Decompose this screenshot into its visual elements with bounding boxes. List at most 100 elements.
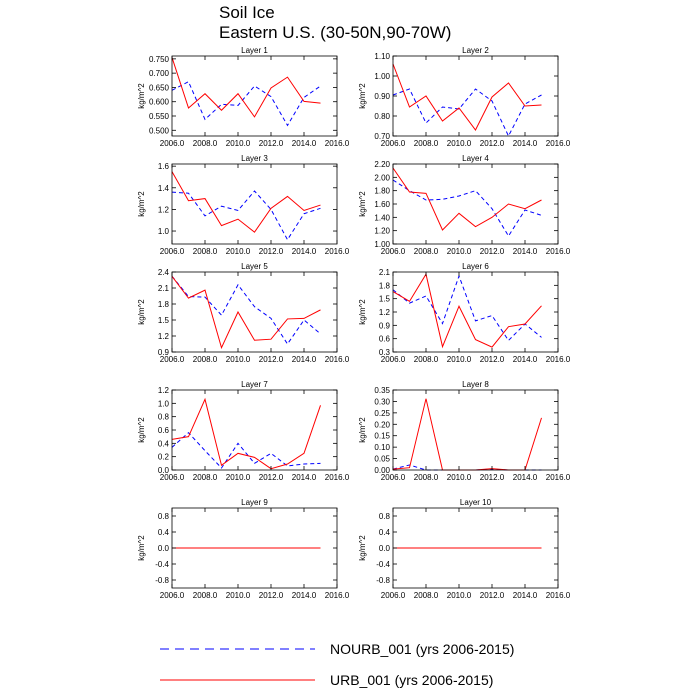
- x-tick-label: 2006.0: [160, 139, 185, 148]
- y-tick-label: 0.8: [158, 413, 170, 422]
- x-tick-label: 2006.0: [381, 591, 406, 600]
- y-tick-label: 1.5: [158, 316, 170, 325]
- panel-title: Layer 6: [462, 262, 489, 271]
- y-tick-label: 0.700: [149, 69, 170, 78]
- y-tick-label: 2.1: [158, 284, 170, 293]
- x-tick-label: 2010.0: [447, 591, 472, 600]
- series-line-urb: [392, 398, 542, 471]
- x-tick-label: 2006.0: [160, 473, 185, 482]
- x-tick-label: 2016.0: [325, 247, 350, 256]
- chart-panel-10: Layer 10 2006.0 2008.0 2010.0 2012.0 2014.0 20…: [358, 498, 571, 600]
- y-axis-label: kg/m^2: [358, 299, 367, 325]
- y-tick-label: 1.2: [379, 308, 391, 317]
- plot-frame: [171, 271, 338, 353]
- y-tick-label: 0.500: [149, 126, 170, 135]
- y-tick-label: 0.9: [158, 348, 170, 357]
- chart-panel-2: Layer 2 2006.0 2008.0 2010.0 2012.0 2014.0 201…: [358, 46, 571, 148]
- x-tick-label: 2016.0: [546, 591, 571, 600]
- y-tick-label: 0.650: [149, 83, 170, 92]
- x-tick-label: 2014.0: [292, 247, 317, 256]
- x-tick-label: 2016.0: [325, 473, 350, 482]
- x-tick-label: 2006.0: [160, 355, 185, 364]
- x-tick-label: 2006.0: [160, 247, 185, 256]
- y-tick-label: -0.8: [376, 576, 390, 585]
- series-line-nourb: [171, 431, 321, 469]
- x-tick-label: 2012.0: [480, 591, 505, 600]
- x-tick-label: 2010.0: [447, 355, 472, 364]
- x-tick-label: 2008.0: [414, 591, 439, 600]
- y-tick-label: -0.8: [155, 576, 169, 585]
- y-tick-label: 1.6: [158, 162, 170, 171]
- x-tick-label: 2012.0: [480, 247, 505, 256]
- legend-label-nourb: NOURB_001 (yrs 2006-2015): [330, 641, 514, 657]
- x-tick-label: 2008.0: [193, 591, 218, 600]
- y-tick-label: 1.2: [158, 332, 170, 341]
- chart-panel-8: Layer 8 2006.0 2008.0 2010.0 2012.0 2014.0 201…: [358, 380, 571, 482]
- panel-title: Layer 7: [241, 380, 268, 389]
- y-axis-label: kg/m^2: [137, 535, 146, 561]
- x-tick-label: 2016.0: [546, 473, 571, 482]
- panel-title: Layer 3: [241, 154, 268, 163]
- y-axis-label: kg/m^2: [137, 191, 146, 217]
- x-tick-label: 2012.0: [480, 473, 505, 482]
- x-tick-label: 2010.0: [447, 473, 472, 482]
- y-axis-label: kg/m^2: [137, 299, 146, 325]
- y-tick-label: 0.9: [379, 321, 391, 330]
- x-tick-label: 2008.0: [193, 473, 218, 482]
- chart-panel-9: Layer 9 2006.0 2008.0 2010.0 2012.0 2014.0 201…: [137, 498, 350, 600]
- y-tick-label: 1.20: [374, 227, 390, 236]
- chart-panel-3: Layer 3 2006.0 2008.0 2010.0 2012.0 2014.0 201…: [137, 154, 350, 256]
- y-axis-label: kg/m^2: [358, 417, 367, 443]
- y-tick-label: 0.6: [158, 426, 170, 435]
- x-tick-label: 2008.0: [414, 355, 439, 364]
- panel-title: Layer 9: [241, 498, 268, 507]
- plot-frame: [171, 163, 338, 245]
- y-tick-label: 1.10: [374, 52, 390, 61]
- panel-title: Layer 4: [462, 154, 489, 163]
- y-tick-label: 0.35: [374, 386, 390, 395]
- y-axis-label: kg/m^2: [358, 83, 367, 109]
- x-tick-label: 2008.0: [414, 473, 439, 482]
- x-tick-label: 2008.0: [414, 139, 439, 148]
- series-line-nourb: [171, 190, 321, 241]
- panel-title: Layer 1: [241, 46, 268, 55]
- y-tick-label: 0.00: [374, 466, 390, 475]
- y-tick-label: 0.4: [379, 528, 391, 537]
- x-tick-label: 2014.0: [513, 139, 538, 148]
- x-tick-label: 2014.0: [513, 591, 538, 600]
- y-axis-label: kg/m^2: [358, 191, 367, 217]
- x-tick-label: 2012.0: [259, 247, 284, 256]
- x-tick-label: 2010.0: [447, 247, 472, 256]
- panel-title: Layer 8: [462, 380, 489, 389]
- plot-frame: [392, 389, 559, 471]
- legend-label-urb: URB_001 (yrs 2006-2015): [330, 672, 493, 688]
- x-tick-label: 2014.0: [292, 473, 317, 482]
- y-tick-label: 1.2: [158, 386, 170, 395]
- series-line-urb: [392, 167, 542, 231]
- x-tick-label: 2014.0: [513, 355, 538, 364]
- series-line-nourb: [392, 88, 542, 138]
- x-tick-label: 2014.0: [292, 139, 317, 148]
- x-tick-label: 2008.0: [193, 355, 218, 364]
- y-axis-label: kg/m^2: [358, 535, 367, 561]
- y-tick-label: 0.0: [158, 466, 170, 475]
- y-tick-label: 0.4: [158, 528, 170, 537]
- x-tick-label: 2006.0: [381, 247, 406, 256]
- plot-frame: [171, 55, 338, 137]
- y-tick-label: 0.3: [379, 348, 391, 357]
- x-tick-label: 2016.0: [325, 355, 350, 364]
- series-line-nourb: [392, 179, 542, 237]
- y-tick-label: 0.20: [374, 420, 390, 429]
- x-tick-label: 2014.0: [292, 591, 317, 600]
- y-tick-label: 0.80: [374, 112, 390, 121]
- y-tick-label: 0.600: [149, 98, 170, 107]
- y-tick-label: 1.2: [158, 205, 170, 214]
- x-tick-label: 2016.0: [546, 247, 571, 256]
- x-tick-label: 2016.0: [325, 591, 350, 600]
- x-tick-label: 2010.0: [226, 247, 251, 256]
- x-tick-label: 2012.0: [259, 139, 284, 148]
- x-tick-label: 2010.0: [226, 355, 251, 364]
- y-tick-label: 0.0: [158, 544, 170, 553]
- x-tick-label: 2016.0: [546, 355, 571, 364]
- y-tick-label: 2.4: [158, 268, 170, 277]
